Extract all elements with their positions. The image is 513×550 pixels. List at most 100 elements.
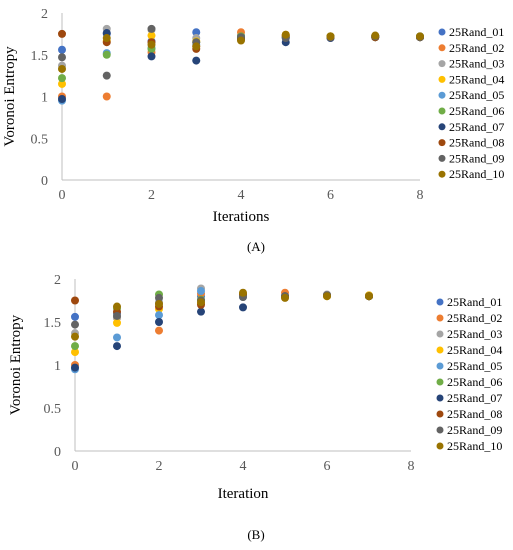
data-point xyxy=(102,34,111,43)
data-point xyxy=(323,292,331,301)
legend-marker xyxy=(438,28,446,36)
legend-label: 25Rand_05 xyxy=(449,88,504,102)
legend-marker xyxy=(438,139,446,147)
legend-marker xyxy=(436,314,444,322)
legend-label: 25Rand_06 xyxy=(449,104,504,118)
legend-label: 25Rand_09 xyxy=(449,151,504,165)
legend-label: 25Rand_07 xyxy=(447,391,502,405)
y-axis-title: Voronoi Entropy xyxy=(8,314,24,415)
x-tick-label: 2 xyxy=(148,188,155,203)
legend-marker xyxy=(436,410,444,418)
data-point xyxy=(71,320,79,329)
data-point xyxy=(58,64,66,73)
legend-marker xyxy=(438,91,446,99)
data-point xyxy=(155,326,163,335)
data-point xyxy=(155,311,163,320)
x-tick-label: 4 xyxy=(238,188,245,203)
legend-marker xyxy=(436,394,444,402)
legend-label: 25Rand_01 xyxy=(447,295,502,309)
data-point xyxy=(58,45,66,54)
data-point xyxy=(71,363,79,372)
data-point xyxy=(113,342,121,351)
data-point xyxy=(281,293,289,302)
x-tick-label: 6 xyxy=(324,459,331,474)
data-point xyxy=(113,311,121,320)
legend-marker xyxy=(438,75,446,83)
legend-label: 25Rand_09 xyxy=(447,423,502,437)
x-tick-label: 6 xyxy=(327,188,334,203)
data-point xyxy=(147,52,156,61)
y-tick-label: 1.5 xyxy=(44,316,62,331)
panel-label: (A) xyxy=(247,239,265,254)
legend-label: 25Rand_10 xyxy=(447,439,502,453)
data-point xyxy=(416,32,424,41)
data-point xyxy=(102,92,111,101)
data-point xyxy=(113,333,121,342)
legend-label: 25Rand_04 xyxy=(447,343,502,357)
x-tick-label: 2 xyxy=(156,459,163,474)
x-tick-label: 0 xyxy=(59,188,66,203)
data-point xyxy=(197,287,205,296)
data-point xyxy=(239,303,247,312)
legend-marker xyxy=(436,426,444,434)
legend-label: 25Rand_08 xyxy=(447,407,502,421)
legend-marker xyxy=(438,123,446,131)
data-point xyxy=(71,296,79,305)
series-25Rand_10 xyxy=(71,288,373,341)
series-25Rand_02 xyxy=(71,288,373,369)
legend-marker xyxy=(438,44,446,52)
data-point xyxy=(239,288,247,297)
legend-label: 25Rand_04 xyxy=(449,72,504,86)
x-tick-label: 8 xyxy=(408,459,415,474)
data-point xyxy=(58,53,66,62)
legend-marker xyxy=(436,378,444,386)
x-tick-label: 0 xyxy=(72,459,79,474)
chart-panel-b: 0 2 4 6 8 0 0.5 1 1.5 2 Iteration Voronoi Entropy 25… xyxy=(8,273,502,542)
legend-label: 25Rand_10 xyxy=(449,167,504,181)
data-point xyxy=(371,31,380,40)
y-tick-label: 1 xyxy=(41,91,48,106)
legend-label: 25Rand_05 xyxy=(447,359,502,373)
data-point xyxy=(197,298,205,307)
data-point xyxy=(237,36,245,45)
data-point xyxy=(102,71,111,80)
legend-label: 25Rand_08 xyxy=(449,136,504,150)
legend-label: 25Rand_02 xyxy=(449,41,504,55)
legend-label: 25Rand_07 xyxy=(449,120,504,134)
legend-label: 25Rand_03 xyxy=(449,57,504,71)
data-point xyxy=(192,56,201,65)
data-point xyxy=(155,299,163,308)
legend: 25Rand_01 25Rand_02 25Rand_03 25Rand_04 25Ra… xyxy=(436,295,502,453)
data-point xyxy=(365,292,373,301)
data-point xyxy=(71,312,79,321)
legend-marker xyxy=(436,298,444,306)
data-point xyxy=(326,32,335,41)
legend-marker xyxy=(436,442,444,450)
data-point xyxy=(147,24,156,33)
legend-label: 25Rand_01 xyxy=(449,25,504,39)
data-point xyxy=(113,318,121,327)
legend-label: 25Rand_06 xyxy=(447,375,502,389)
data-point xyxy=(147,40,156,49)
data-point xyxy=(71,342,79,351)
y-axis-title: Voronoi Entropy xyxy=(2,46,18,147)
legend-label: 25Rand_03 xyxy=(447,327,502,341)
y-tick-label: 0 xyxy=(54,445,61,460)
data-point xyxy=(113,302,121,311)
x-tick-label: 8 xyxy=(417,188,424,203)
y-tick-label: 2 xyxy=(54,273,61,288)
y-tick-label: 0.5 xyxy=(44,402,62,417)
data-point xyxy=(192,42,201,51)
y-tick-label: 0 xyxy=(41,174,48,189)
x-axis-title: Iterations xyxy=(213,209,270,225)
legend-label: 25Rand_02 xyxy=(447,311,502,325)
data-point xyxy=(71,332,79,341)
x-axis-title: Iteration xyxy=(218,486,269,502)
data-point xyxy=(281,30,290,39)
series-25Rand_10 xyxy=(58,30,424,73)
y-tick-label: 1 xyxy=(54,359,61,374)
y-tick-label: 1.5 xyxy=(31,49,49,64)
data-point xyxy=(58,95,66,104)
